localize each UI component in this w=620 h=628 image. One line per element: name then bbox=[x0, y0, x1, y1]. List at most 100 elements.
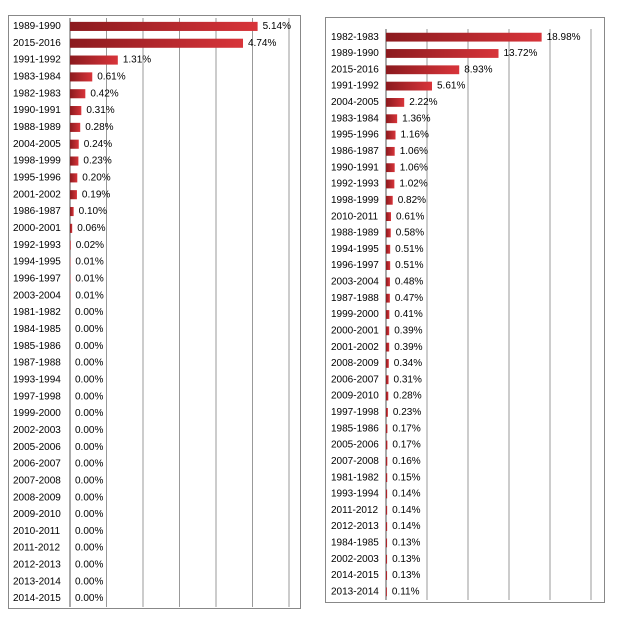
y-tick-label: 2002-2003 bbox=[331, 554, 379, 565]
y-tick-label: 1982-1983 bbox=[331, 32, 379, 43]
data-label: 1.16% bbox=[401, 130, 429, 141]
data-label: 0.01% bbox=[75, 257, 103, 268]
bar bbox=[70, 106, 82, 116]
data-label: 0.61% bbox=[97, 72, 125, 83]
y-tick-label: 1998-1999 bbox=[13, 156, 61, 167]
bar bbox=[386, 228, 391, 238]
data-label: 0.39% bbox=[394, 325, 422, 336]
data-label: 0.00% bbox=[75, 374, 103, 385]
y-tick-label: 2001-2002 bbox=[13, 189, 61, 200]
bar bbox=[70, 156, 79, 166]
y-tick-label: 1999-2000 bbox=[331, 309, 379, 320]
bar bbox=[70, 21, 258, 31]
data-label: 0.41% bbox=[394, 309, 422, 320]
bar bbox=[386, 456, 388, 466]
y-tick-label: 1990-1991 bbox=[331, 162, 379, 173]
y-tick-label: 1997-1998 bbox=[331, 407, 379, 418]
data-label: 0.13% bbox=[392, 570, 420, 581]
y-tick-label: 1987-1988 bbox=[331, 293, 379, 304]
data-label: 0.00% bbox=[75, 593, 103, 604]
bar bbox=[386, 554, 388, 564]
bar bbox=[386, 81, 433, 91]
y-tick-label: 1994-1995 bbox=[331, 244, 379, 255]
bar bbox=[386, 505, 388, 515]
y-tick-label: 2009-2010 bbox=[13, 509, 61, 520]
data-label: 8.93% bbox=[464, 64, 492, 75]
bar bbox=[70, 173, 78, 183]
data-label: 0.31% bbox=[86, 105, 114, 116]
data-label: 13.72% bbox=[504, 48, 538, 59]
y-tick-label: 1999-2000 bbox=[13, 408, 61, 419]
bar bbox=[70, 240, 71, 250]
data-label: 0.20% bbox=[82, 173, 110, 184]
y-tick-label: 1987-1988 bbox=[13, 358, 61, 369]
data-label: 0.00% bbox=[75, 358, 103, 369]
bar bbox=[70, 38, 244, 48]
data-label: 0.19% bbox=[82, 189, 110, 200]
y-tick-label: 2013-2014 bbox=[331, 586, 379, 597]
y-tick-label: 2003-2004 bbox=[331, 277, 379, 288]
chart-frame bbox=[8, 15, 301, 609]
data-label: 0.58% bbox=[396, 228, 424, 239]
data-label: 0.00% bbox=[75, 425, 103, 436]
y-tick-label: 2010-2011 bbox=[13, 526, 61, 537]
y-tick-label: 1986-1987 bbox=[13, 206, 61, 217]
data-label: 0.24% bbox=[84, 139, 112, 150]
data-label: 1.06% bbox=[400, 146, 428, 157]
bar bbox=[386, 310, 390, 319]
y-tick-label: 1992-1993 bbox=[331, 179, 379, 190]
y-tick-label: 2010-2011 bbox=[331, 211, 379, 222]
bar bbox=[386, 261, 391, 270]
data-label: 0.17% bbox=[392, 440, 420, 451]
data-label: 0.14% bbox=[392, 505, 420, 516]
data-label: 0.48% bbox=[395, 277, 423, 288]
bar bbox=[386, 587, 387, 597]
y-tick-label: 1985-1986 bbox=[331, 423, 379, 434]
bar bbox=[386, 32, 542, 42]
bar bbox=[386, 424, 388, 434]
y-tick-label: 2014-2015 bbox=[13, 593, 61, 604]
bar bbox=[386, 163, 395, 173]
y-tick-label: 1998-1999 bbox=[331, 195, 379, 206]
y-tick-label: 1996-1997 bbox=[13, 273, 61, 284]
data-label: 0.00% bbox=[75, 576, 103, 587]
bar bbox=[70, 223, 73, 233]
y-tick-label: 1989-1990 bbox=[331, 48, 379, 59]
bar bbox=[386, 195, 393, 205]
y-tick-label: 2011-2012 bbox=[13, 543, 61, 554]
y-tick-label: 2002-2003 bbox=[13, 425, 61, 436]
bar bbox=[386, 65, 460, 75]
data-label: 0.01% bbox=[75, 290, 103, 301]
data-label: 18.98% bbox=[547, 32, 581, 43]
data-label: 0.23% bbox=[393, 407, 421, 418]
data-label: 0.34% bbox=[394, 358, 422, 369]
bar bbox=[386, 522, 388, 531]
y-tick-label: 2011-2012 bbox=[331, 505, 379, 516]
chart-frame bbox=[325, 17, 605, 603]
data-label: 1.06% bbox=[400, 162, 428, 173]
bar bbox=[386, 489, 388, 499]
data-label: 0.00% bbox=[75, 543, 103, 554]
bar bbox=[70, 139, 79, 149]
bar bbox=[386, 538, 388, 548]
y-tick-label: 2005-2006 bbox=[331, 440, 379, 451]
bar bbox=[386, 359, 389, 368]
data-label: 0.00% bbox=[75, 324, 103, 335]
y-tick-label: 2008-2009 bbox=[13, 492, 61, 503]
y-tick-label: 2000-2001 bbox=[13, 223, 61, 234]
y-tick-label: 1983-1984 bbox=[331, 113, 379, 124]
bar bbox=[386, 473, 388, 483]
data-label: 0.11% bbox=[392, 586, 420, 597]
bar bbox=[386, 244, 391, 254]
data-label: 0.23% bbox=[83, 156, 111, 167]
data-label: 4.74% bbox=[248, 38, 276, 49]
y-tick-label: 1990-1991 bbox=[13, 105, 61, 116]
y-tick-label: 1991-1992 bbox=[13, 55, 61, 66]
data-label: 5.61% bbox=[437, 81, 465, 92]
bar bbox=[386, 98, 405, 107]
bar bbox=[386, 375, 389, 385]
bar bbox=[386, 49, 499, 58]
bar bbox=[386, 440, 388, 450]
y-tick-label: 1986-1987 bbox=[331, 146, 379, 157]
